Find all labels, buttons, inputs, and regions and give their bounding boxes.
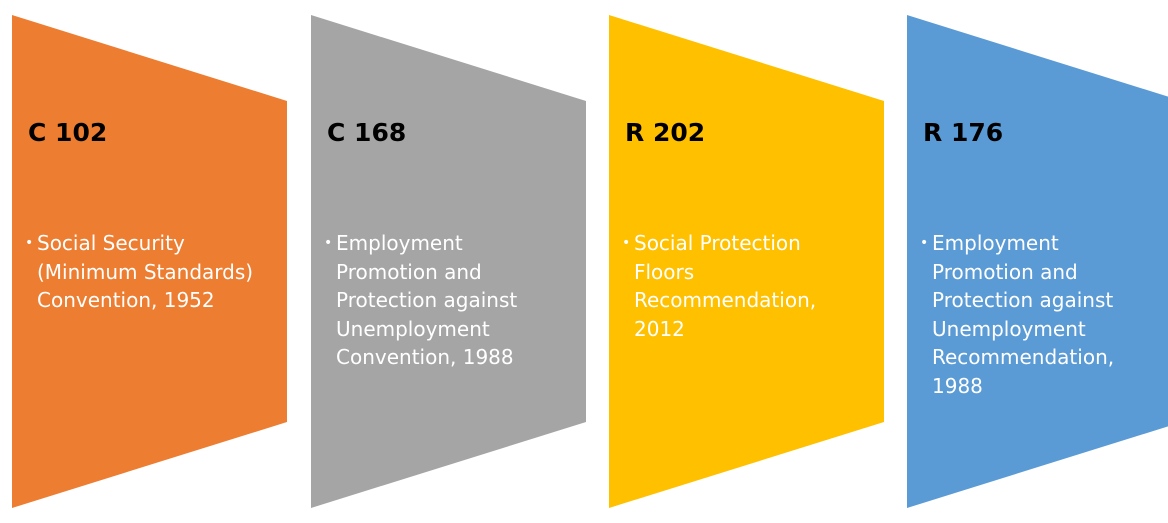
panel-r202-polygon bbox=[609, 15, 884, 508]
panel-c168-polygon bbox=[311, 15, 586, 508]
panel-r176-title: R 176 bbox=[923, 118, 1004, 147]
panel-c168-description: Employment Promotion and Protection agai… bbox=[336, 231, 518, 369]
panel-c168-shape bbox=[311, 15, 586, 508]
panel-r176-body: • Employment Promotion and Protection ag… bbox=[920, 229, 1160, 400]
panel-r176-shape bbox=[907, 15, 1168, 508]
panel-c168-title: C 168 bbox=[327, 118, 407, 147]
panel-r176-polygon bbox=[907, 15, 1168, 508]
panel-c102: C 102 • Social Security (Minimum Standar… bbox=[12, 0, 287, 523]
panel-r202-title: R 202 bbox=[625, 118, 706, 147]
bullet-icon: • bbox=[920, 235, 929, 251]
bullet-icon: • bbox=[324, 235, 333, 251]
panel-c168-body: • Employment Promotion and Protection ag… bbox=[324, 229, 564, 372]
panel-r176: R 176 • Employment Promotion and Protect… bbox=[907, 0, 1168, 523]
panel-r202: R 202 • Social Protection Floors Recomme… bbox=[609, 0, 884, 523]
panel-r202-shape bbox=[609, 15, 884, 508]
bullet-icon: • bbox=[622, 235, 631, 251]
panel-c168: C 168 • Employment Promotion and Protect… bbox=[311, 0, 586, 523]
panel-c102-body: • Social Security (Minimum Standards) Co… bbox=[25, 229, 265, 315]
panel-c102-title: C 102 bbox=[28, 118, 108, 147]
panel-c102-shape bbox=[12, 15, 287, 508]
panel-r202-description: Social Protection Floors Recommendation,… bbox=[634, 231, 817, 341]
panel-r202-body: • Social Protection Floors Recommendatio… bbox=[622, 229, 862, 343]
panel-c102-description: Social Security (Minimum Standards) Conv… bbox=[37, 231, 254, 312]
panel-r176-description: Employment Promotion and Protection agai… bbox=[932, 231, 1115, 398]
bullet-icon: • bbox=[25, 235, 34, 251]
panel-c102-polygon bbox=[12, 15, 287, 508]
